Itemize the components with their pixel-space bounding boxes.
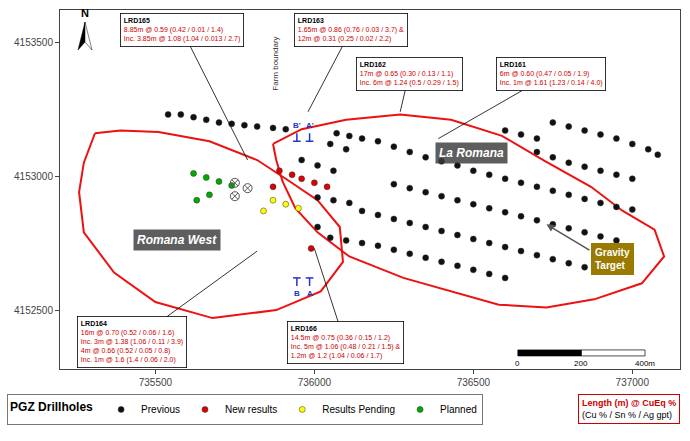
svg-text:LRD1658.85m @ 0.59 (0.42 / 0.0: LRD1658.85m @ 0.59 (0.42 / 0.01 / 1.4)In… xyxy=(124,17,240,43)
svg-text:La Romana: La Romana xyxy=(439,146,504,160)
svg-text:A: A xyxy=(307,289,313,298)
svg-text:0: 0 xyxy=(515,359,520,368)
svg-text:B': B' xyxy=(293,121,301,130)
svg-text:New results: New results xyxy=(225,404,277,415)
svg-text:A': A' xyxy=(306,121,314,130)
svg-text:200: 200 xyxy=(574,359,588,368)
svg-text:GravityTarget: GravityTarget xyxy=(595,247,630,271)
svg-text:Results Pending: Results Pending xyxy=(322,404,395,415)
svg-text:Romana West: Romana West xyxy=(137,233,217,247)
svg-text:4153500: 4153500 xyxy=(14,37,53,48)
svg-text:736500: 736500 xyxy=(457,377,491,388)
svg-text:Planned: Planned xyxy=(440,404,477,415)
svg-text:4152500: 4152500 xyxy=(14,305,53,316)
svg-text:LRD16416m @ 0.70 (0.52 / 0.06: LRD16416m @ 0.70 (0.52 / 0.06 / 1.6)Inc.… xyxy=(81,320,183,364)
svg-text:PGZ Drillholes: PGZ Drillholes xyxy=(10,400,93,414)
svg-text:400m: 400m xyxy=(635,359,655,368)
svg-text:Length (m) @ CuEq %(Cu % / Sn: Length (m) @ CuEq %(Cu % / Sn % / Ag gpt… xyxy=(582,398,676,420)
svg-text:737000: 737000 xyxy=(616,377,650,388)
svg-text:LRD16614.5m @ 0.75 (0.36 / 0.1: LRD16614.5m @ 0.75 (0.36 / 0.15 / 1.2)In… xyxy=(291,325,401,360)
svg-text:N: N xyxy=(81,7,89,19)
svg-text:4153000: 4153000 xyxy=(14,171,53,182)
svg-text:LRD16217m @ 0.65 (0.30 / 0.13: LRD16217m @ 0.65 (0.30 / 0.13 / 1.1)Inc.… xyxy=(360,61,459,87)
svg-text:736000: 736000 xyxy=(298,377,332,388)
svg-text:735500: 735500 xyxy=(139,377,173,388)
svg-text:Previous: Previous xyxy=(141,404,180,415)
svg-text:B: B xyxy=(294,289,300,298)
svg-text:Farm boundary: Farm boundary xyxy=(271,36,280,90)
svg-text:LRD1631.65m @ 0.86 (0.76 / 0.0: LRD1631.65m @ 0.86 (0.76 / 0.03 / 3.7) &… xyxy=(298,17,404,43)
svg-text:LRD1616m @ 0.60 (0.47 / 0.05 /: LRD1616m @ 0.60 (0.47 / 0.05 / 1.9)Inc. … xyxy=(500,61,603,87)
